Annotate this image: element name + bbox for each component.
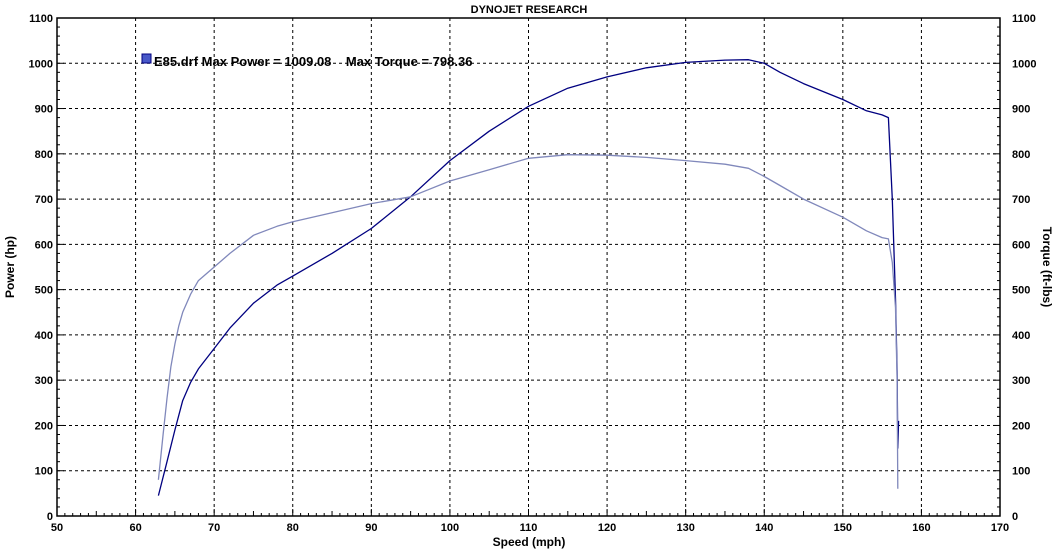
series-lines: [157, 59, 900, 496]
y-left-tick-label: 500: [35, 285, 53, 297]
x-tick-label: 130: [676, 522, 694, 534]
series-line-torque: [157, 154, 899, 489]
y-axis-label-right: Torque (ft-lbs): [1040, 227, 1054, 307]
y-left-tick-label: 0: [47, 511, 53, 523]
x-tick-label: 110: [520, 522, 538, 534]
x-tick-label: 160: [912, 522, 930, 534]
x-tick-label: 150: [834, 522, 852, 534]
x-tick-label: 60: [129, 522, 141, 534]
x-tick-labels: 50 60 70 80 90 100 110 120 130 140 150 160 170: [51, 522, 1009, 534]
y-right-tick-label: 0: [1012, 511, 1018, 523]
x-tick-label: 140: [755, 522, 773, 534]
x-tick-label: 120: [598, 522, 616, 534]
y-left-tick-label: 900: [35, 104, 53, 116]
y-left-tick-label: 800: [35, 149, 53, 161]
y-right-tick-label: 500: [1012, 285, 1030, 297]
y-right-tick-label: 600: [1012, 239, 1030, 251]
x-tick-label: 50: [51, 522, 63, 534]
y-left-tick-labels: 0 100 200 300 400 500 600 700 800 900 1000 1100: [29, 13, 53, 523]
y-right-tick-label: 800: [1012, 149, 1030, 161]
y-right-tick-label: 1100: [1012, 13, 1036, 25]
y-right-tick-label: 300: [1012, 375, 1030, 387]
y-left-tick-label: 1100: [29, 13, 53, 25]
x-tick-label: 80: [287, 522, 299, 534]
y-left-tick-label: 400: [35, 330, 53, 342]
y-right-tick-label: 400: [1012, 330, 1030, 342]
y-axis-label-left: Power (hp): [3, 236, 17, 298]
y-right-tick-label: 100: [1012, 466, 1030, 478]
x-tick-label: 170: [991, 522, 1009, 534]
y-left-tick-label: 200: [35, 420, 53, 432]
grid: [57, 18, 1000, 516]
x-tick-label: 90: [365, 522, 377, 534]
x-axis-label: Speed (mph): [493, 535, 566, 549]
y-right-tick-labels: 0 100 200 300 400 500 600 700 800 900 1000 1100: [1012, 13, 1036, 523]
legend: E85.drf Max Power = 1009.08 Max Torque =…: [141, 53, 472, 69]
y-left-tick-label: 700: [35, 194, 53, 206]
x-tick-label: 70: [208, 522, 220, 534]
legend-text: E85.drf Max Power = 1009.08 Max Torque =…: [154, 54, 472, 69]
y-right-tick-label: 700: [1012, 194, 1030, 206]
y-right-tick-label: 1000: [1012, 58, 1036, 70]
y-left-tick-label: 600: [35, 239, 53, 251]
x-tick-label: 100: [441, 522, 459, 534]
y-right-tick-label: 200: [1012, 420, 1030, 432]
y-left-tick-label: 100: [35, 466, 53, 478]
chart-title: DYNOJET RESEARCH: [471, 4, 588, 16]
legend-swatch: [141, 53, 152, 64]
y-left-tick-label: 300: [35, 375, 53, 387]
plot-frame: [56, 17, 1001, 517]
y-left-tick-label: 1000: [29, 58, 53, 70]
series-line-power: [157, 59, 900, 496]
y-right-tick-label: 900: [1012, 104, 1030, 116]
